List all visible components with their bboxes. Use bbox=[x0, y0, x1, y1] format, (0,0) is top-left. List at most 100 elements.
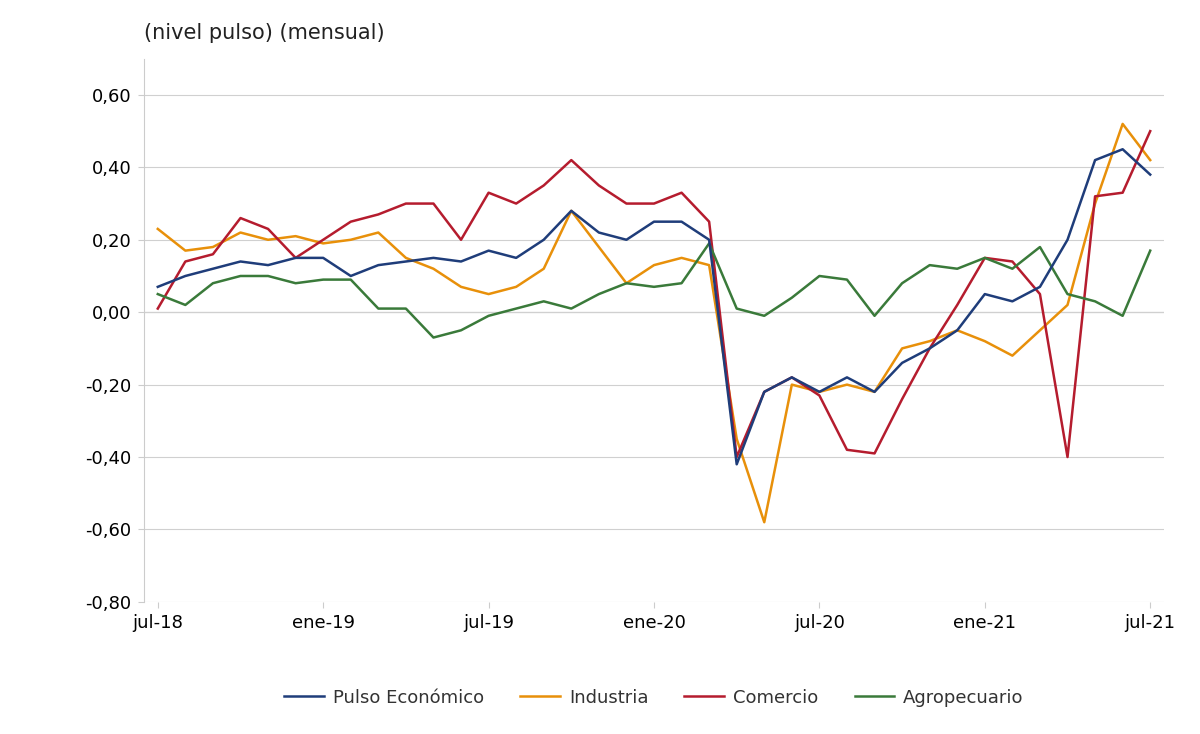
Agropecuario bbox=[150, 290, 164, 299]
Comercio bbox=[398, 199, 413, 208]
Agropecuario bbox=[923, 261, 937, 269]
Comercio bbox=[978, 253, 992, 262]
Industria bbox=[950, 326, 965, 335]
Agropecuario bbox=[316, 275, 330, 284]
Pulso Económico bbox=[1088, 156, 1103, 164]
Line: Pulso Económico: Pulso Económico bbox=[157, 149, 1151, 465]
Text: (nivel pulso) (mensual): (nivel pulso) (mensual) bbox=[144, 23, 385, 43]
Industria bbox=[895, 344, 910, 353]
Pulso Económico bbox=[150, 283, 164, 291]
Comercio bbox=[785, 373, 799, 382]
Legend: Pulso Económico, Industria, Comercio, Agropecuario: Pulso Económico, Industria, Comercio, Ag… bbox=[277, 681, 1031, 714]
Industria bbox=[316, 239, 330, 248]
Pulso Económico bbox=[288, 253, 302, 262]
Comercio bbox=[233, 214, 247, 222]
Agropecuario bbox=[647, 283, 661, 291]
Pulso Económico bbox=[978, 290, 992, 299]
Industria bbox=[812, 388, 827, 396]
Industria bbox=[702, 261, 716, 269]
Comercio bbox=[1088, 192, 1103, 200]
Comercio bbox=[316, 236, 330, 244]
Pulso Económico bbox=[1006, 297, 1020, 306]
Line: Industria: Industria bbox=[157, 124, 1151, 522]
Agropecuario bbox=[426, 333, 440, 342]
Industria bbox=[619, 279, 634, 288]
Agropecuario bbox=[178, 300, 192, 309]
Pulso Económico bbox=[674, 217, 689, 226]
Comercio bbox=[481, 189, 496, 197]
Agropecuario bbox=[1033, 243, 1048, 252]
Industria bbox=[178, 246, 192, 255]
Industria bbox=[564, 206, 578, 215]
Agropecuario bbox=[592, 290, 606, 299]
Line: Comercio: Comercio bbox=[157, 131, 1151, 457]
Industria bbox=[536, 264, 551, 273]
Comercio bbox=[536, 181, 551, 190]
Comercio bbox=[288, 253, 302, 262]
Pulso Económico bbox=[592, 228, 606, 237]
Pulso Económico bbox=[205, 264, 220, 273]
Industria bbox=[978, 337, 992, 346]
Agropecuario bbox=[785, 294, 799, 302]
Agropecuario bbox=[260, 272, 275, 280]
Pulso Económico bbox=[895, 358, 910, 367]
Comercio bbox=[840, 446, 854, 454]
Comercio bbox=[260, 225, 275, 233]
Industria bbox=[923, 337, 937, 346]
Comercio bbox=[868, 449, 882, 458]
Pulso Económico bbox=[178, 272, 192, 280]
Pulso Económico bbox=[647, 217, 661, 226]
Pulso Económico bbox=[426, 253, 440, 262]
Comercio bbox=[454, 236, 468, 244]
Pulso Económico bbox=[730, 460, 744, 469]
Agropecuario bbox=[564, 304, 578, 313]
Agropecuario bbox=[757, 311, 772, 320]
Pulso Económico bbox=[371, 261, 385, 269]
Industria bbox=[233, 228, 247, 237]
Comercio bbox=[647, 199, 661, 208]
Agropecuario bbox=[481, 311, 496, 320]
Agropecuario bbox=[730, 304, 744, 313]
Comercio bbox=[1033, 290, 1048, 299]
Agropecuario bbox=[840, 275, 854, 284]
Industria bbox=[785, 380, 799, 389]
Agropecuario bbox=[398, 304, 413, 313]
Pulso Económico bbox=[233, 257, 247, 266]
Agropecuario bbox=[895, 279, 910, 288]
Line: Agropecuario: Agropecuario bbox=[157, 244, 1151, 338]
Industria bbox=[1088, 199, 1103, 208]
Pulso Económico bbox=[398, 257, 413, 266]
Pulso Económico bbox=[923, 344, 937, 353]
Comercio bbox=[564, 156, 578, 164]
Comercio bbox=[757, 388, 772, 396]
Industria bbox=[730, 435, 744, 443]
Industria bbox=[288, 232, 302, 241]
Agropecuario bbox=[619, 279, 634, 288]
Industria bbox=[150, 225, 164, 233]
Industria bbox=[371, 228, 385, 237]
Comercio bbox=[1006, 257, 1020, 266]
Pulso Económico bbox=[757, 388, 772, 396]
Agropecuario bbox=[536, 297, 551, 306]
Agropecuario bbox=[674, 279, 689, 288]
Agropecuario bbox=[702, 239, 716, 248]
Industria bbox=[647, 261, 661, 269]
Agropecuario bbox=[1116, 311, 1130, 320]
Industria bbox=[840, 380, 854, 389]
Comercio bbox=[730, 453, 744, 462]
Industria bbox=[674, 253, 689, 262]
Industria bbox=[1144, 156, 1158, 164]
Pulso Económico bbox=[536, 236, 551, 244]
Agropecuario bbox=[454, 326, 468, 335]
Comercio bbox=[702, 217, 716, 226]
Industria bbox=[592, 243, 606, 252]
Industria bbox=[398, 253, 413, 262]
Comercio bbox=[150, 304, 164, 313]
Agropecuario bbox=[371, 304, 385, 313]
Comercio bbox=[1116, 189, 1130, 197]
Agropecuario bbox=[343, 275, 358, 284]
Pulso Económico bbox=[812, 388, 827, 396]
Industria bbox=[1061, 300, 1075, 309]
Comercio bbox=[205, 250, 220, 258]
Agropecuario bbox=[978, 253, 992, 262]
